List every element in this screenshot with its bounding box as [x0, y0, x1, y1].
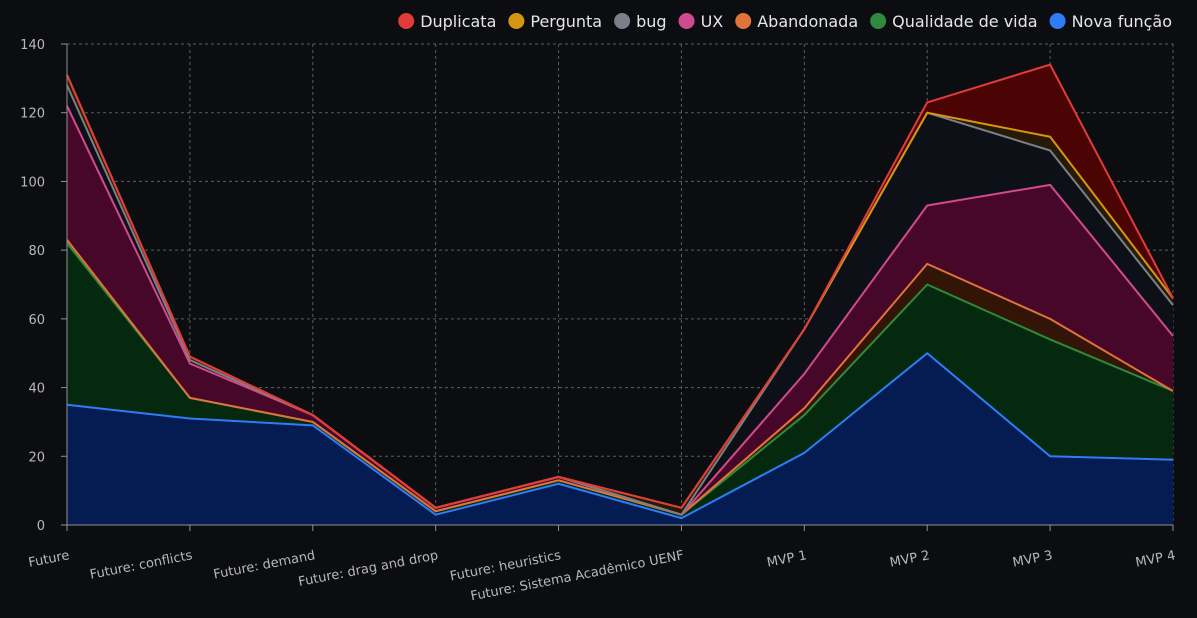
- legend-label-abandonada: Abandonada: [757, 12, 858, 31]
- x-tick-label-mvp-4: MVP 4: [1134, 548, 1176, 570]
- y-tick-label-40: 40: [28, 382, 45, 397]
- y-tick-label-120: 120: [20, 107, 45, 122]
- legend-item-ux[interactable]: UX: [678, 12, 724, 31]
- legend-swatch-ux: [678, 13, 695, 29]
- legend-item-bug[interactable]: bug: [614, 12, 667, 31]
- y-tick-label-0: 0: [37, 519, 45, 534]
- legend-label-qualidade-de-vida: Qualidade de vida: [892, 12, 1037, 31]
- legend-label-nova-funcao: Nova função: [1072, 12, 1172, 31]
- legend-item-abandonada[interactable]: Abandonada: [735, 12, 858, 31]
- y-tick-label-20: 20: [28, 450, 45, 465]
- legend[interactable]: Duplicata Pergunta bug UX Abandonada Qualidad…: [398, 12, 1172, 31]
- legend-item-pergunta[interactable]: Pergunta: [508, 12, 602, 31]
- y-tick-label-60: 60: [28, 313, 45, 328]
- legend-label-pergunta: Pergunta: [530, 12, 602, 31]
- legend-item-qualidade-de-vida[interactable]: Qualidade de vida: [870, 12, 1038, 31]
- legend-item-duplicata[interactable]: Duplicata: [398, 12, 496, 31]
- x-tick-label-future: Future: [27, 548, 71, 571]
- area-duplicata: [67, 64, 1173, 508]
- x-tick-label-future-sistema-academico-uenf: Future: Sistema Acadêmico UENF: [469, 548, 685, 604]
- legend-swatch-qualidade-de-vida: [870, 13, 887, 29]
- legend-swatch-nova-funcao: [1049, 13, 1066, 29]
- areas: [67, 64, 1173, 525]
- series-lines: [66, 63, 1174, 520]
- line-duplicata: [66, 63, 1174, 509]
- area-nova-funcao: [67, 353, 1173, 525]
- legend-label-bug: bug: [636, 12, 666, 31]
- x-tick-label-mvp-3: MVP 3: [1011, 548, 1053, 570]
- legend-item-nova-funcao[interactable]: Nova função: [1049, 12, 1172, 31]
- legend-swatch-duplicata: [398, 13, 415, 29]
- y-tick-label-140: 140: [20, 38, 45, 53]
- x-tick-label-mvp-1: MVP 1: [766, 548, 808, 570]
- x-tick-label-mvp-2: MVP 2: [889, 548, 931, 570]
- legend-swatch-bug: [614, 13, 631, 29]
- x-tick-label-future-drag-and-drop: Future: drag and drop: [297, 548, 439, 590]
- area-abandonada: [67, 239, 1173, 515]
- line-abandonada: [66, 239, 1174, 516]
- line-bug: [66, 84, 1174, 516]
- legend-swatch-abandonada: [735, 13, 752, 29]
- y-tick-label-100: 100: [20, 175, 45, 190]
- legend-swatch-pergunta: [508, 13, 525, 29]
- x-tick-label-future-conflicts: Future: conflicts: [89, 548, 194, 583]
- grid: [66, 43, 1174, 525]
- legend-label-ux: UX: [701, 12, 724, 31]
- area-bug: [67, 85, 1173, 515]
- legend-label-duplicata: Duplicata: [420, 12, 496, 31]
- line-nova-funcao: [66, 352, 1174, 520]
- y-tick-label-80: 80: [28, 244, 45, 259]
